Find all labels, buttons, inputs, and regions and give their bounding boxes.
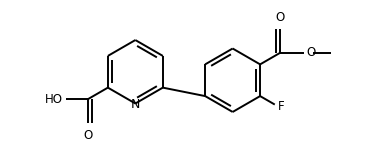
Text: F: F	[277, 100, 284, 113]
Text: O: O	[306, 46, 315, 59]
Text: O: O	[83, 129, 92, 142]
Text: HO: HO	[45, 93, 63, 106]
Text: N: N	[131, 98, 141, 111]
Text: O: O	[276, 11, 285, 24]
